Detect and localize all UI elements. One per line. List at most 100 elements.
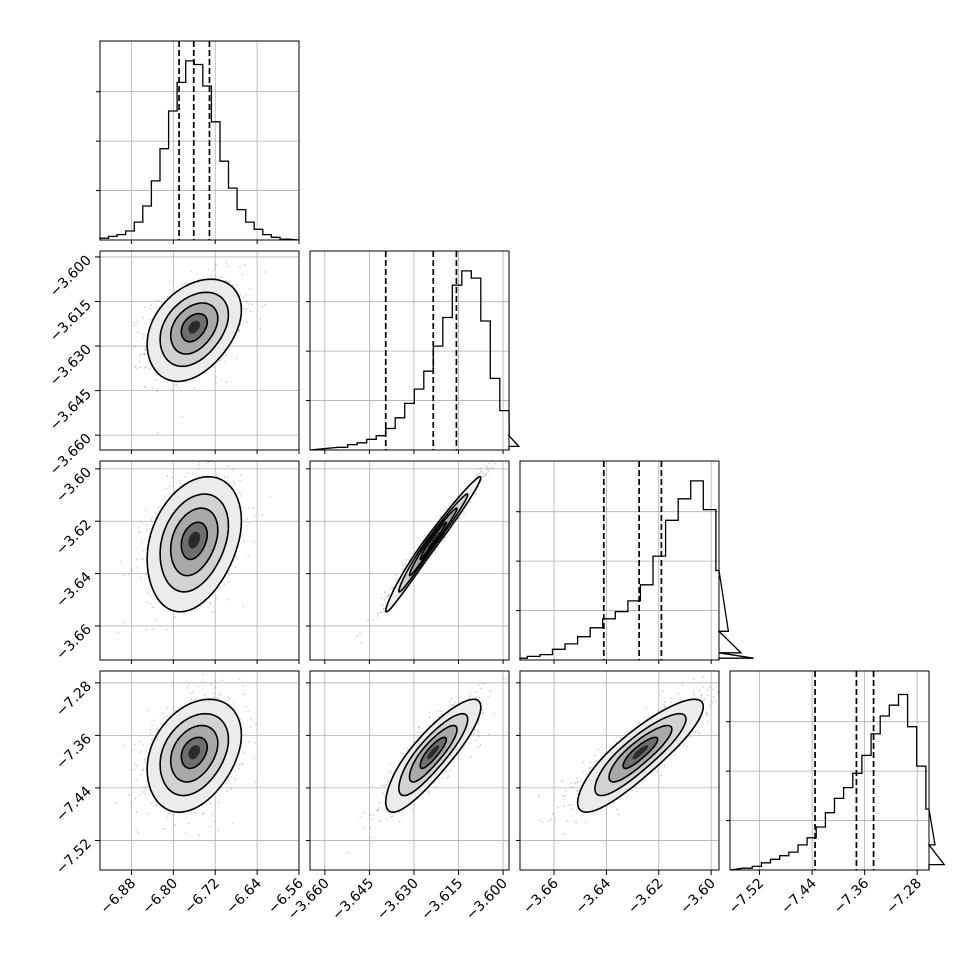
- scatter-point: [156, 387, 159, 390]
- scatter-point: [448, 700, 451, 703]
- scatter-point: [477, 683, 480, 686]
- scatter-point: [427, 790, 430, 793]
- scatter-point: [561, 780, 563, 782]
- scatter-point: [134, 366, 136, 368]
- scatter-point: [369, 814, 371, 817]
- scatter-point: [214, 820, 216, 823]
- scatter-point: [383, 608, 385, 611]
- scatter-point: [190, 270, 193, 273]
- scatter-point: [152, 719, 155, 722]
- scatter-point: [211, 813, 214, 816]
- scatter-point: [566, 820, 569, 822]
- scatter-panel-3-4: [519, 670, 720, 871]
- scatter-point: [383, 611, 386, 613]
- scatter-point: [382, 607, 385, 610]
- scatter-point: [166, 817, 169, 819]
- scatter-point: [487, 733, 490, 735]
- scatter-point: [463, 481, 466, 484]
- scatter-point: [245, 293, 248, 296]
- scatter-point: [487, 470, 490, 473]
- scatter-point: [155, 804, 158, 807]
- scatter-point: [438, 715, 440, 718]
- scatter-point: [143, 761, 146, 763]
- scatter-point: [151, 738, 153, 741]
- scatter-point: [197, 685, 200, 688]
- scatter-point: [155, 619, 158, 622]
- scatter-point: [453, 765, 456, 768]
- scatter-point: [264, 304, 266, 306]
- scatter-point: [262, 305, 264, 308]
- scatter-point: [359, 632, 361, 635]
- scatter-point: [189, 692, 192, 695]
- scatter-point: [692, 678, 695, 680]
- scatter-point: [463, 744, 466, 747]
- scatter-point: [235, 357, 238, 360]
- scatter-point: [377, 809, 380, 811]
- scatter-point: [151, 724, 154, 727]
- scatter-point: [135, 567, 138, 569]
- scatter-point: [454, 757, 456, 760]
- scatter-point: [214, 686, 216, 689]
- contour-line: [180, 736, 208, 770]
- scatter-point: [235, 555, 238, 558]
- scatter-point: [212, 692, 215, 695]
- scatter-point: [356, 635, 358, 638]
- scatter-point: [485, 465, 488, 468]
- scatter-point: [258, 319, 261, 321]
- scatter-point: [482, 471, 484, 473]
- scatter-point: [215, 475, 218, 478]
- scatter-point: [477, 723, 480, 725]
- scatter-point: [428, 716, 431, 719]
- scatter-point: [156, 432, 159, 434]
- scatter-point: [264, 271, 266, 273]
- hist-panel-3: [516, 460, 754, 661]
- scatter-point: [377, 612, 379, 615]
- scatter-point: [663, 705, 666, 708]
- scatter-point: [123, 621, 126, 624]
- scatter-point: [140, 751, 142, 753]
- scatter-point: [390, 586, 393, 589]
- scatter-point: [377, 615, 379, 617]
- scatter-point: [395, 574, 397, 576]
- scatter-point: [227, 265, 230, 267]
- scatter-point: [131, 569, 134, 572]
- scatter-point: [401, 811, 403, 813]
- scatter-point: [197, 467, 200, 470]
- scatter-point: [580, 784, 582, 787]
- scatter-point: [398, 820, 401, 823]
- scatter-point: [708, 686, 711, 688]
- scatter-point: [482, 475, 485, 478]
- scatter-point: [484, 474, 487, 477]
- scatter-point: [385, 811, 388, 814]
- scatter-point: [246, 321, 249, 324]
- scatter-point: [372, 814, 375, 816]
- scatter-point: [210, 271, 213, 273]
- scatter-point: [463, 512, 465, 515]
- scatter-point: [207, 606, 210, 609]
- scatter-point: [482, 472, 485, 475]
- scatter-point: [584, 821, 587, 824]
- scatter-point: [136, 810, 138, 813]
- scatter-point: [247, 303, 250, 305]
- scatter-point: [383, 599, 386, 602]
- scatter-point: [444, 535, 447, 538]
- contour-line: [146, 278, 243, 383]
- scatter-point: [479, 471, 482, 474]
- scatter-point: [141, 768, 144, 771]
- scatter-point: [706, 694, 709, 697]
- scatter-point: [223, 583, 226, 586]
- scatter-point: [395, 579, 397, 581]
- scatter-point: [417, 726, 420, 729]
- scatter-point: [145, 529, 148, 532]
- scatter-point: [378, 807, 380, 809]
- scatter-point: [379, 819, 381, 822]
- scatter-point: [380, 597, 383, 599]
- scatter-point: [149, 732, 152, 735]
- scatter-point: [480, 713, 483, 715]
- scatter-point: [172, 683, 175, 686]
- density-level: [427, 531, 440, 549]
- scatter-point: [214, 264, 217, 267]
- scatter-point: [152, 628, 155, 631]
- scatter-point: [490, 466, 493, 469]
